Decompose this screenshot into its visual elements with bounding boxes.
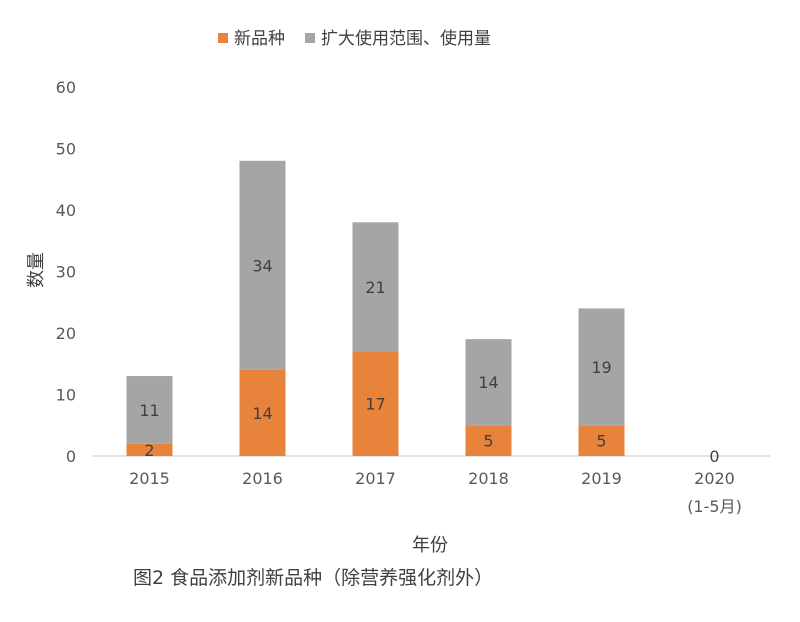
figure-caption: 图2 食品添加剂新品种（除营养强化剂外）: [133, 567, 493, 589]
bar-segment-2018-series-2: [465, 339, 512, 426]
data-label-2020-series-1: 0: [709, 447, 719, 466]
x-tick-label: 2020: [694, 469, 735, 488]
x-tick-label: 2015: [129, 469, 170, 488]
y-tick-label: 10: [56, 386, 76, 405]
y-tick-label: 50: [56, 140, 76, 159]
y-tick-label: 40: [56, 201, 76, 220]
x-tick-label: 2019: [581, 469, 622, 488]
bar-segment-2018-series-1: [465, 425, 512, 456]
legend-label-series-2: 扩大使用范围、使用量: [321, 28, 491, 49]
bar-segment-2017-series-2: [352, 222, 399, 352]
data-label-2016-series-1: 14: [252, 404, 272, 423]
data-label-2018-series-2: 14: [478, 373, 498, 392]
data-label-2019-series-1: 5: [596, 432, 606, 451]
y-tick-label: 0: [66, 447, 76, 466]
bar-segment-2016-series-2: [239, 160, 286, 370]
y-tick-label: 30: [56, 263, 76, 282]
legend-swatch-series-2: [305, 33, 315, 43]
y-axis-ticks: 0 10 20 30 40 50 60: [56, 78, 76, 466]
bar-segment-2017-series-1: [352, 351, 399, 456]
data-label-2015-series-2: 11: [139, 401, 159, 420]
data-label-2019-series-2: 19: [591, 358, 611, 377]
bar-segment-2016-series-1: [239, 369, 286, 456]
data-label-2018-series-1: 5: [483, 432, 493, 451]
legend-label-series-1: 新品种: [234, 29, 285, 49]
bar-segment-2015-series-2: [126, 376, 173, 444]
bar-segment-2019-series-1: [578, 425, 625, 456]
data-label-2015-series-1: 2: [144, 441, 154, 460]
x-tick-label: 2018: [468, 469, 509, 488]
x-tick-label: 2017: [355, 469, 396, 488]
data-label-2017-series-1: 17: [365, 395, 385, 414]
x-tick-sublabel: (1-5月): [687, 497, 742, 516]
bar-segment-2019-series-2: [578, 308, 625, 426]
data-label-2017-series-2: 21: [365, 278, 385, 297]
y-tick-label: 60: [56, 78, 76, 97]
y-tick-label: 20: [56, 324, 76, 343]
bars: 2 11 14 34 17 21 5 14 5 19 0: [126, 160, 720, 466]
y-axis-title: 数量: [26, 252, 47, 288]
x-axis-title: 年份: [412, 535, 448, 556]
x-tick-label: 2016: [242, 469, 283, 488]
data-label-2016-series-2: 34: [252, 256, 272, 275]
bar-segment-2015-series-1: [126, 443, 173, 456]
x-axis-ticks: 2015 2016 2017 2018 2019 2020 (1-5月): [129, 469, 742, 516]
legend: 新品种 扩大使用范围、使用量: [218, 28, 491, 49]
legend-swatch-series-1: [218, 33, 228, 43]
